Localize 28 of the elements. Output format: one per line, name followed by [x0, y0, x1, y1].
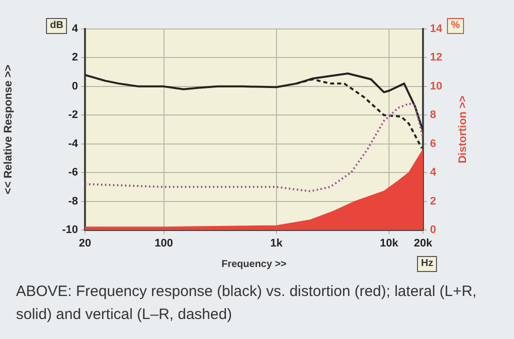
y2-tick-label: 6	[430, 138, 436, 150]
text: ABOVE: Frequency response (black) vs. distortion (red); lateral (L+R, solid) and vertical (L–R, dashed)	[16, 282, 478, 325]
x-tick-label: 20k	[414, 238, 434, 250]
y2-tick-label: 2	[430, 195, 436, 208]
text: dB	[46, 18, 68, 34]
y-tick-label: -10	[62, 224, 78, 236]
y-axis-title: << Relative Response >>	[2, 64, 15, 194]
y-tick-label: 2	[72, 52, 78, 64]
y-tick-label: -6	[68, 166, 78, 179]
x-tick-label: 20	[78, 238, 92, 250]
y2-tick-label: 10	[430, 80, 442, 92]
x-tick-label: 10k	[380, 238, 400, 250]
y2-tick-label: 8	[430, 109, 436, 122]
y2-tick-label: 4	[430, 166, 437, 179]
text: Hz	[417, 256, 438, 272]
y2-tick-label: 0	[430, 224, 436, 236]
y-tick-label: 4	[72, 23, 79, 36]
y2-axis-title: Distortion >>	[457, 96, 470, 164]
y-tick-label: -4	[68, 138, 79, 150]
text: %	[447, 18, 464, 34]
y-tick-label: 0	[72, 80, 78, 92]
y-tick-label: -8	[68, 195, 78, 208]
y2-tick-label: 14	[430, 23, 444, 36]
x-tick-label: 1k	[270, 238, 284, 250]
y-tick-label: -2	[68, 109, 78, 122]
x-tick-label: 100	[154, 238, 173, 250]
x-axis-title: Frequency >>	[221, 258, 287, 270]
y2-tick-label: 12	[430, 52, 442, 64]
